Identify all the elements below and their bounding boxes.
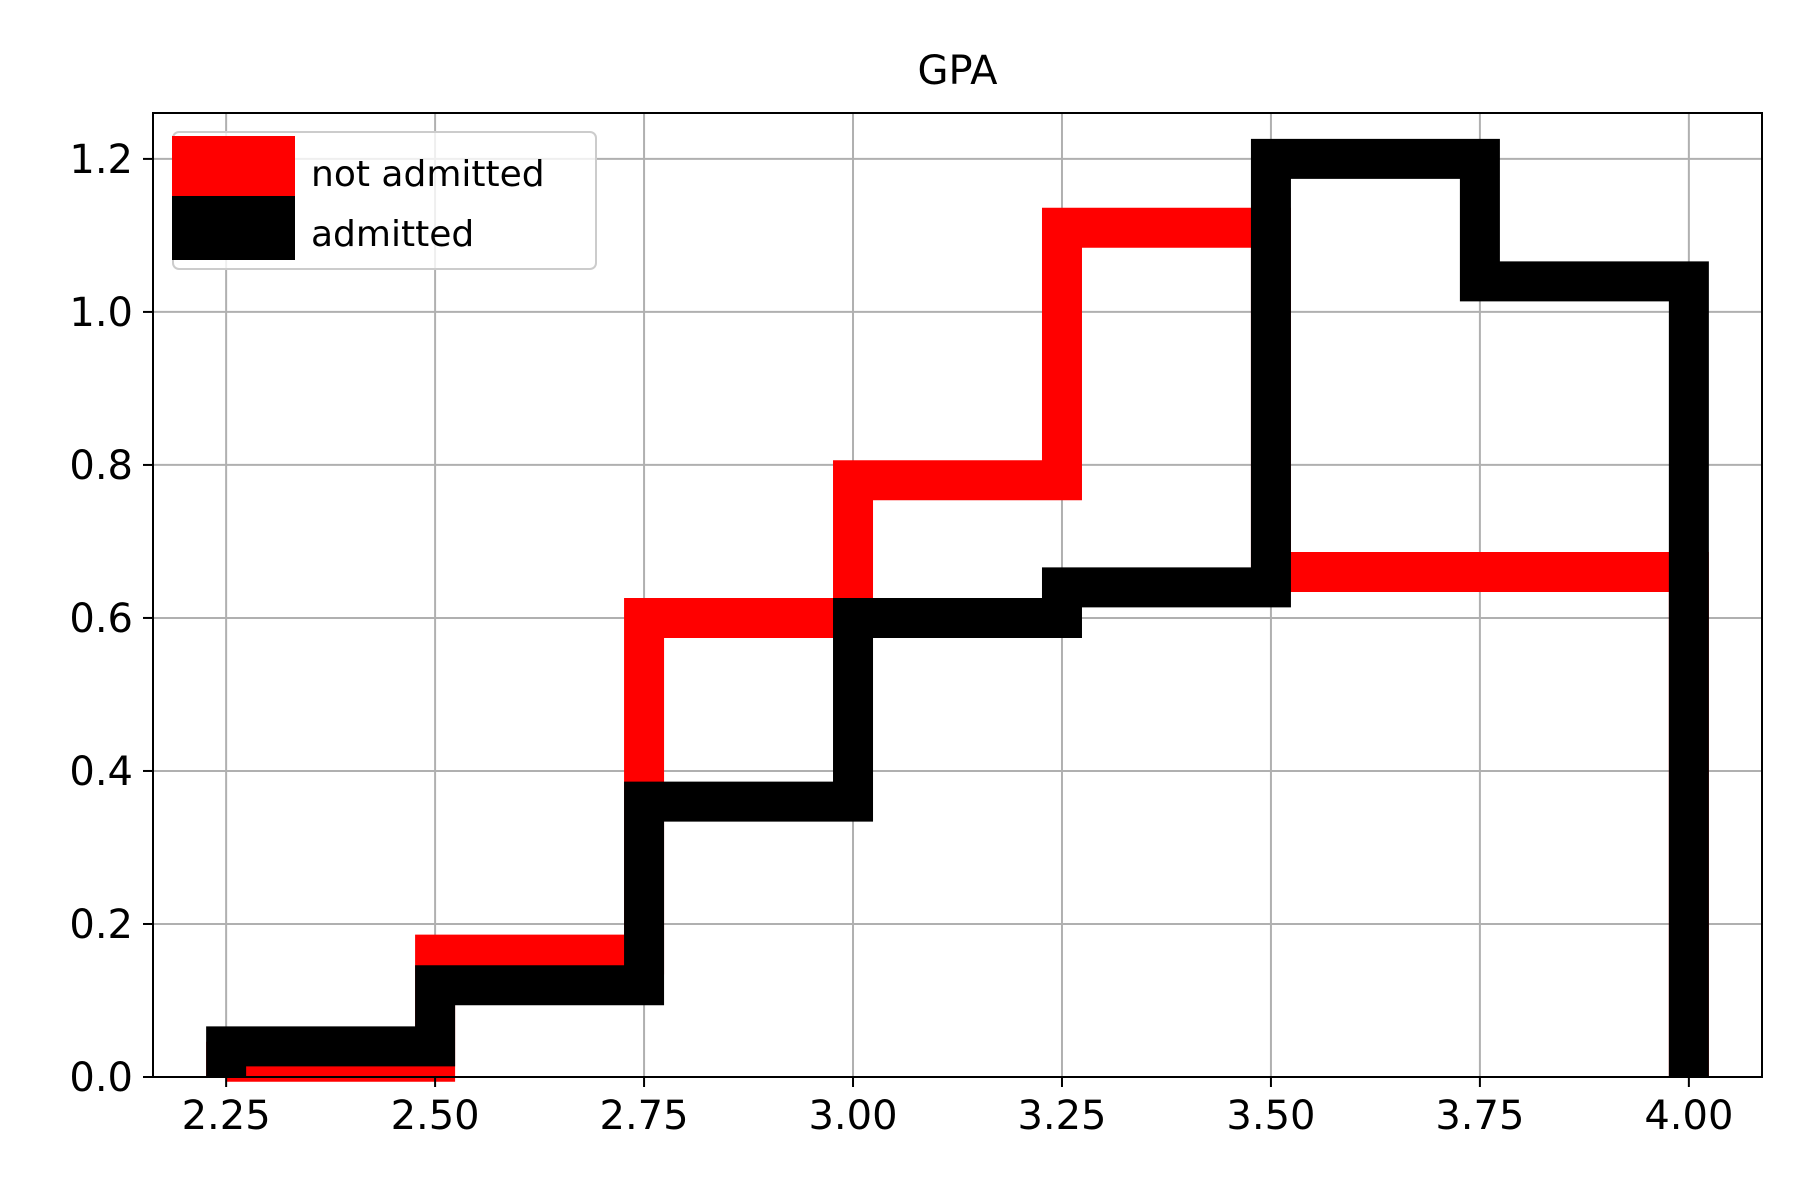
y-tick-label: 0.6 xyxy=(69,596,133,642)
y-tick-label: 1.2 xyxy=(69,137,133,183)
legend-swatch-not-admitted xyxy=(172,136,295,200)
legend-swatch-admitted xyxy=(172,196,295,260)
x-tick-label: 3.75 xyxy=(1435,1093,1524,1139)
y-tick-label: 0.2 xyxy=(69,902,133,948)
y-tick-label: 0.8 xyxy=(69,443,133,489)
axes-frame xyxy=(152,112,1763,1078)
x-tick-label: 3.50 xyxy=(1226,1093,1315,1139)
series-step-admitted xyxy=(206,138,1709,1077)
legend-label-admitted: admitted xyxy=(311,214,474,255)
legend: not admitted admitted xyxy=(172,131,597,270)
x-tick-label: 2.75 xyxy=(600,1093,689,1139)
ticks: 2.25 2.50 2.75 3.00 3.25 3.50 3.75 4.00 0.0 0.2 0.… xyxy=(69,137,1733,1139)
x-tick-label: 3.25 xyxy=(1017,1093,1106,1139)
y-tick-label: 0.4 xyxy=(69,749,133,795)
legend-label-not-admitted: not admitted xyxy=(311,154,545,195)
x-tick-label: 2.50 xyxy=(391,1093,480,1139)
y-tick-label: 1.0 xyxy=(69,290,133,336)
y-tick-label: 0.0 xyxy=(69,1055,133,1101)
series xyxy=(206,138,1709,1082)
x-tick-label: 4.00 xyxy=(1644,1093,1733,1139)
x-tick-label: 2.25 xyxy=(182,1093,271,1139)
chart-title: GPA xyxy=(918,48,999,94)
x-tick-label: 3.00 xyxy=(808,1093,897,1139)
